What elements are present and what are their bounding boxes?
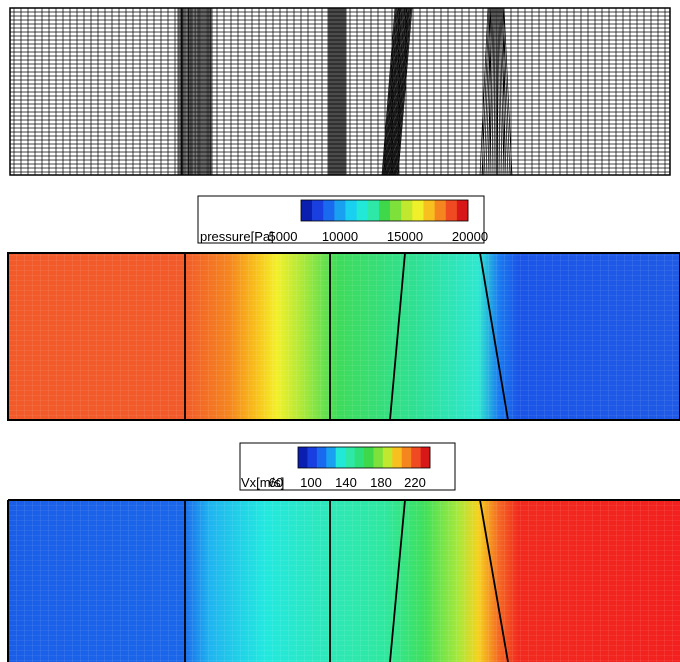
colorbar-segment bbox=[326, 447, 337, 468]
colorbar-segment bbox=[367, 200, 380, 221]
mesh-overlay bbox=[8, 500, 680, 662]
colorbar-segment bbox=[390, 200, 402, 221]
colorbar-segment bbox=[411, 447, 421, 468]
colorbar-tick-label: 5000 bbox=[269, 229, 298, 244]
colorbar-frame bbox=[297, 446, 431, 469]
colorbar-segment bbox=[354, 447, 365, 468]
colorbar-tick-label: 140 bbox=[335, 475, 357, 490]
colorbar-label: Vx[m/s] bbox=[241, 475, 284, 490]
colorbar: 5000 10000 15000 20000 bbox=[269, 199, 488, 244]
colorbar-segment bbox=[373, 447, 384, 468]
colorbar-segment bbox=[335, 447, 346, 468]
velocity-panel bbox=[7, 499, 680, 662]
colorbar-segment bbox=[401, 447, 412, 468]
colorbar-segment bbox=[301, 200, 313, 221]
colorbar-label: pressure[Pa] bbox=[200, 229, 274, 244]
colorbar-segment bbox=[364, 447, 374, 468]
colorbar-tick-label: 60 bbox=[269, 475, 283, 490]
colorbar-segment bbox=[345, 200, 357, 221]
colorbar-segment bbox=[298, 447, 308, 468]
colorbar: 60 100 140 180 220 bbox=[269, 446, 431, 490]
colorbar-segment bbox=[345, 447, 355, 468]
colorbar-segment bbox=[312, 200, 324, 221]
colorbar-tick-label: 100 bbox=[300, 475, 322, 490]
blade-row-boundaries bbox=[184, 499, 509, 662]
colorbar-tick-label: 220 bbox=[404, 475, 426, 490]
colorbar-frame bbox=[300, 199, 469, 222]
colorbar-segment bbox=[316, 447, 327, 468]
colorbar-tick-label: 20000 bbox=[452, 229, 488, 244]
colorbar-tick-label: 15000 bbox=[387, 229, 423, 244]
colorbar-segment bbox=[401, 200, 413, 221]
colorbar-segment bbox=[392, 447, 403, 468]
blade-row-boundaries bbox=[184, 252, 509, 421]
colorbar-segment bbox=[378, 200, 391, 221]
mesh-vertical-lines bbox=[13, 7, 666, 176]
colorbar-segment bbox=[334, 200, 346, 221]
colorbar-segment bbox=[412, 200, 424, 221]
panel-frame bbox=[7, 252, 680, 421]
colorbar-segment bbox=[307, 447, 318, 468]
mesh-panel bbox=[9, 7, 671, 176]
colorbar-segment bbox=[420, 447, 431, 468]
pressure-panel bbox=[7, 252, 680, 421]
colorbar-tick-label: 180 bbox=[370, 475, 392, 490]
colorbar-segment bbox=[434, 200, 447, 221]
colorbar-segment bbox=[445, 200, 458, 221]
colorbar-segment bbox=[423, 200, 435, 221]
colorbar-segment bbox=[456, 200, 469, 221]
colorbar-segment bbox=[382, 447, 393, 468]
colorbar-segment bbox=[323, 200, 335, 221]
panel-frame bbox=[7, 499, 680, 662]
colorbar-segment bbox=[356, 200, 369, 221]
colorbar-tick-label: 10000 bbox=[322, 229, 358, 244]
mesh-overlay bbox=[8, 253, 680, 420]
